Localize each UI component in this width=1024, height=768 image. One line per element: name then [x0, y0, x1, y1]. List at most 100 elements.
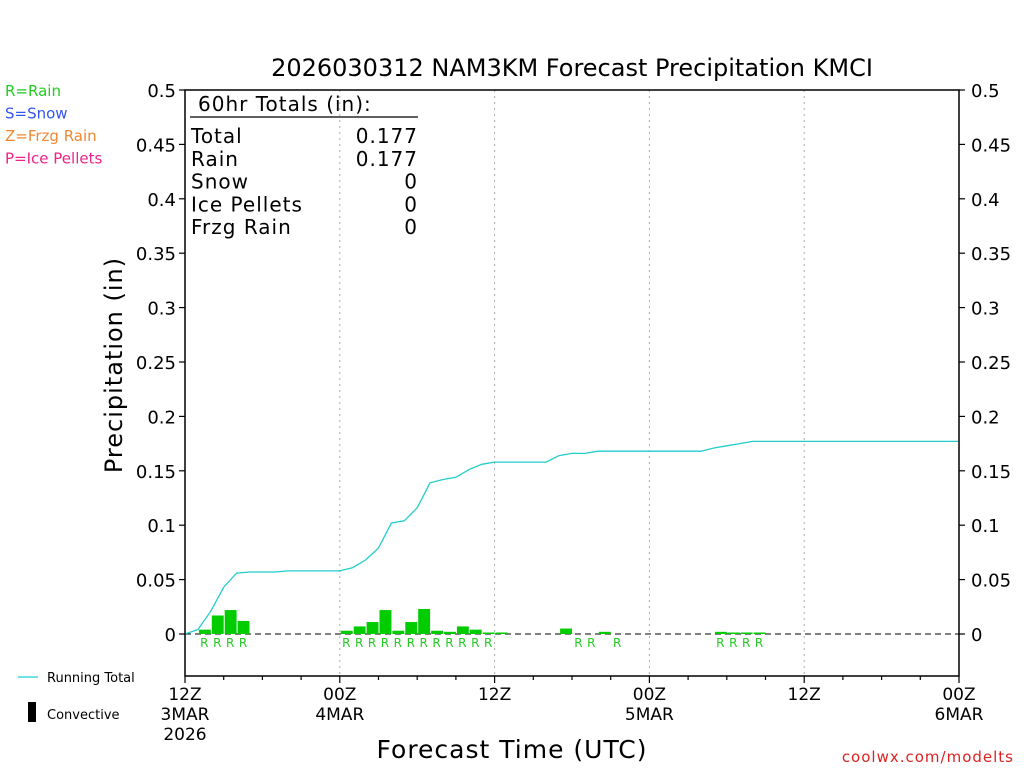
x-axis-label: Forecast Time (UTC): [377, 735, 648, 764]
x-tick-label: 12Z: [788, 685, 821, 705]
y-axis-label: Precipitation (in): [100, 257, 128, 473]
rain-type-marker: R: [419, 636, 427, 650]
x-tick-label: 2026: [163, 725, 206, 745]
y-tick-label-left: 0.05: [136, 571, 176, 592]
y-tick-label-left: 0.2: [147, 407, 176, 428]
y-tick-label-left: 0.3: [147, 299, 176, 320]
totals-row-label: Total: [190, 124, 243, 148]
rain-bar: [727, 632, 740, 634]
rain-bar: [418, 608, 431, 634]
y-tick-label-right: 0.35: [971, 244, 1011, 265]
precip-type-legend: R=Rain S=Snow Z=Frzg Rain P=Ice Pellets: [5, 82, 102, 168]
rain-bar: [444, 631, 456, 634]
rain-type-marker: R: [742, 636, 750, 650]
y-tick-label-left: 0: [165, 625, 176, 646]
x-tick-label: 4MAR: [315, 705, 364, 725]
y-tick-label-right: 0.45: [971, 135, 1011, 156]
rain-type-marker: R: [394, 636, 402, 650]
totals-row-value: 0.177: [356, 147, 418, 171]
rain-type-marker: R: [613, 636, 621, 650]
y-tick-label-right: 0.3: [971, 299, 1000, 320]
y-tick-label-right: 0.1: [971, 516, 1000, 537]
rain-type-marker: R: [755, 636, 763, 650]
y-tick-label-left: 0.15: [136, 462, 176, 483]
rain-bar: [469, 629, 482, 634]
x-tick-label: 6MAR: [935, 705, 984, 725]
rain-bar: [211, 615, 224, 634]
y-tick-label-right: 0.2: [971, 407, 1000, 428]
y-tick-label-left: 0.1: [147, 516, 176, 537]
y-tick-label-right: 0.25: [971, 353, 1011, 374]
grid-lines: [339, 90, 805, 676]
plot-frame: [184, 89, 960, 677]
rain-type-marker: R: [445, 636, 453, 650]
rain-bar: [392, 630, 405, 634]
rain-type-marker: R: [471, 636, 479, 650]
rain-type-marker: R: [574, 636, 582, 650]
x-tick-label: 00Z: [323, 685, 356, 705]
y-axis-right: 0 0.05 0.1 0.15 0.2 0.25 0.3 0.35 0.4 0.45 0.5: [959, 81, 1011, 646]
rain-bar: [353, 626, 366, 634]
rain-bar: [495, 632, 508, 634]
rain-bar: [753, 632, 766, 634]
precip-type-legend-item: S=Snow: [5, 105, 68, 123]
precip-type-legend-item: Z=Frzg Rain: [5, 127, 97, 145]
credit-text: coolwx.com/modelts: [842, 748, 1014, 766]
x-tick-label: 3MAR: [161, 705, 210, 725]
rain-bar: [237, 620, 250, 634]
rain-type-marker: R: [484, 636, 492, 650]
rain-type-marker: R: [342, 636, 350, 650]
rain-type-marker: R: [226, 636, 234, 650]
y-tick-label-left: 0.25: [136, 353, 176, 374]
rain-bar: [714, 631, 727, 634]
rain-type-marker: R: [355, 636, 363, 650]
rain-bar: [379, 610, 392, 634]
x-tick-label: 00Z: [942, 685, 975, 705]
y-tick-label-right: 0: [971, 625, 982, 646]
y-tick-label-left: 0.45: [136, 135, 176, 156]
rain-type-marker: R: [729, 636, 737, 650]
rain-type-marker: R: [239, 636, 247, 650]
running-total-line: [184, 440, 959, 635]
precip-type-legend-item: R=Rain: [5, 82, 61, 100]
y-tick-label-left: 0.4: [147, 190, 176, 211]
totals-row-label: Snow: [191, 170, 249, 194]
rain-bar: [198, 629, 211, 634]
y-tick-label-left: 0.35: [136, 244, 176, 265]
y-tick-label-right: 0.05: [971, 571, 1011, 592]
rain-type-marker: R: [368, 636, 376, 650]
rain-type-marker: R: [213, 636, 221, 650]
y-tick-label-right: 0.15: [971, 462, 1011, 483]
totals-row-label: Frzg Rain: [191, 215, 292, 239]
convective-legend-swatch: [28, 702, 36, 722]
rain-bar: [598, 631, 611, 634]
y-tick-label-right: 0.5: [971, 81, 1000, 102]
totals-row-value: 0: [404, 192, 418, 216]
rain-bar: [340, 630, 353, 634]
rain-type-marker: R: [381, 636, 389, 650]
rain-type-marker: R: [407, 636, 415, 650]
totals-row-value: 0.177: [356, 124, 418, 148]
rain-bar: [366, 622, 379, 634]
rain-bar: [740, 632, 753, 634]
rain-type-marker: R: [458, 636, 466, 650]
rain-bars: [198, 608, 766, 634]
x-tick-label: 12Z: [478, 685, 511, 705]
rain-bar: [405, 622, 418, 634]
rain-bar: [560, 628, 572, 634]
rain-bar: [482, 632, 495, 634]
rain-bar: [456, 626, 469, 634]
bottom-legend: Running Total Convective: [18, 671, 135, 723]
totals-row-label: Rain: [191, 147, 239, 171]
totals-row-value: 0: [404, 215, 418, 239]
y-tick-label-right: 0.4: [971, 190, 1000, 211]
rain-bar: [431, 630, 443, 634]
x-tick-label: 5MAR: [625, 705, 674, 725]
running-total-legend-label: Running Total: [47, 671, 135, 686]
precip-type-legend-item: P=Ice Pellets: [5, 150, 102, 168]
totals-heading: 60hr Totals (in):: [198, 92, 372, 116]
x-tick-label: 00Z: [633, 685, 666, 705]
